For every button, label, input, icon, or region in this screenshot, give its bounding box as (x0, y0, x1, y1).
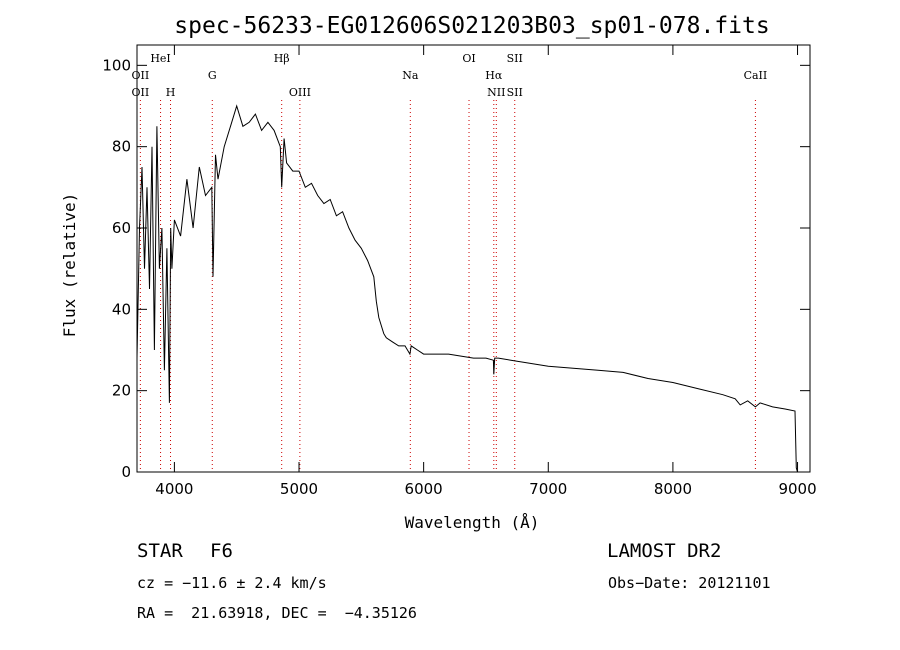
axis-ticks: 4000 5000 6000 7000 8000 9000 0 20 40 60 80 100 (102, 45, 817, 498)
line-label: NII (487, 86, 505, 99)
series-group (136, 104, 798, 473)
line-label: G (208, 69, 217, 82)
x-tick-label: 6000 (405, 480, 443, 498)
line-label: OII (132, 69, 150, 82)
x-tick-label: 9000 (778, 480, 816, 498)
line-label: Hβ (274, 52, 290, 65)
x-tick-label: 8000 (654, 480, 692, 498)
y-axis-label: Flux (relative) (60, 193, 79, 338)
line-label: H (166, 86, 176, 99)
line-label: OIII (289, 86, 311, 99)
line-label: OI (462, 52, 475, 65)
spectrum-line (136, 104, 798, 473)
line-label: SII (507, 52, 523, 65)
class-label: STAR (137, 540, 183, 562)
x-tick-label: 5000 (280, 480, 318, 498)
line-label: OII (132, 86, 150, 99)
plot-frame (136, 44, 811, 473)
subclass-label: F6 (210, 540, 233, 562)
line-label: HeI (150, 52, 170, 65)
y-tick-label: 0 (121, 463, 131, 481)
coords-label: RA = 21.63918, DEC = −4.35126 (137, 604, 417, 622)
y-tick-label: 100 (102, 56, 131, 74)
y-tick-label: 40 (112, 300, 131, 318)
line-label: CaII (744, 69, 768, 82)
cz-label: cz = −11.6 ± 2.4 km/s (137, 574, 327, 592)
obs-date-label: Obs−Date: 20121101 (608, 574, 771, 592)
line-label: Na (402, 69, 419, 82)
x-tick-label: 7000 (529, 480, 567, 498)
y-tick-label: 60 (112, 219, 131, 237)
line-label: SII (507, 86, 523, 99)
chart-title: spec-56233-EG012606S021203B03_sp01-078.f… (174, 13, 769, 39)
y-tick-label: 20 (112, 382, 131, 400)
x-tick-label: 4000 (155, 480, 193, 498)
y-tick-label: 80 (112, 138, 131, 156)
survey-label: LAMOST DR2 (607, 540, 722, 562)
line-label: Hα (485, 69, 503, 82)
x-axis-label: Wavelength (Å) (405, 513, 540, 532)
